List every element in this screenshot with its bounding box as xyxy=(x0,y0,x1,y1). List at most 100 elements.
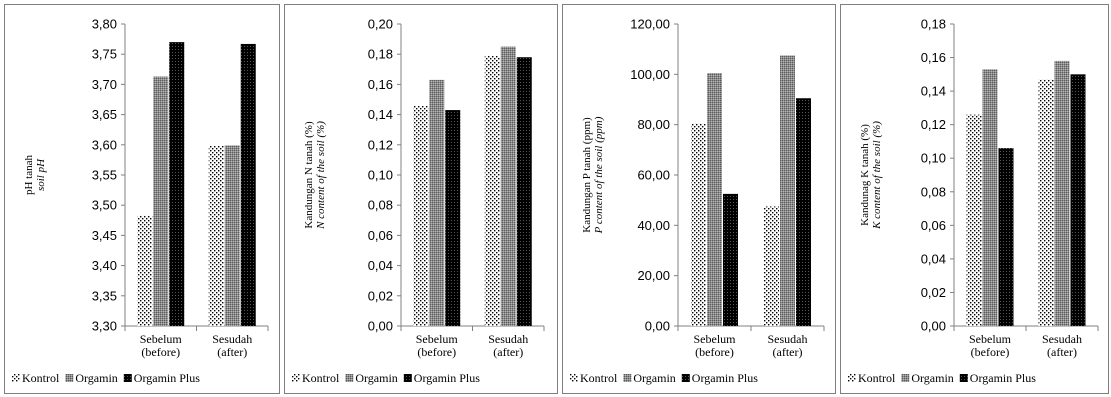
y-tick-label: 40,00 xyxy=(637,218,670,233)
y-tick-label: 3,40 xyxy=(92,258,117,273)
y-tick-label: 0,12 xyxy=(921,117,946,132)
legend-label-kontrol: Kontrol xyxy=(302,371,340,385)
bar-orgamin-plus-2 xyxy=(516,57,532,326)
legend-swatch-orgamin-plus xyxy=(959,374,968,382)
x-category-sublabel: (after) xyxy=(493,345,523,359)
x-category-sublabel: (after) xyxy=(217,345,247,359)
legend-label-kontrol: Kontrol xyxy=(22,371,60,385)
y-tick-label: 3,35 xyxy=(92,288,117,303)
bar-orgamin-plus-2 xyxy=(796,98,811,326)
y-tick-label: 120,00 xyxy=(630,17,670,32)
y-tick-label: 0,18 xyxy=(921,17,946,32)
y-tick-label: 0,20 xyxy=(368,17,393,32)
bar-orgamin-1 xyxy=(429,79,445,327)
bar-orgamin-plus-1 xyxy=(445,110,461,326)
y-tick-label: 3,50 xyxy=(92,198,117,213)
legend-label-orgamin-plus: Orgamin Plus xyxy=(970,371,1036,385)
y-tick-label: 0,12 xyxy=(368,137,393,152)
y-axis-title: Kandungan N tanah (%) xyxy=(303,121,315,229)
x-category-label: Sebelum xyxy=(694,332,737,346)
legend: Kontrol Orgamin Orgamin Plus xyxy=(570,371,758,385)
y-tick-label: 0,04 xyxy=(368,258,393,273)
x-category-sublabel: (before) xyxy=(695,345,734,359)
y-tick-label: 0,10 xyxy=(921,151,946,166)
bar-orgamin-2 xyxy=(780,55,795,326)
y-tick-label: 0,18 xyxy=(368,47,393,62)
x-category-sublabel: (before) xyxy=(141,345,180,359)
y-tick-label: 0,02 xyxy=(368,288,393,303)
legend-swatch-orgamin-plus xyxy=(123,374,132,382)
x-category-sublabel: (after) xyxy=(1047,345,1077,359)
legend-label-kontrol: Kontrol xyxy=(858,371,896,385)
chart-panel-1: 3,30 3,35 3,40 3,45 3,50 3,55 3,60 3,65 3,70 3,75… xyxy=(4,4,280,394)
legend-label-orgamin: Orgamin xyxy=(75,371,117,385)
legend-swatch-kontrol xyxy=(570,374,578,382)
bar-kontrol-1 xyxy=(137,215,153,326)
bar-orgamin-plus-1 xyxy=(169,42,185,327)
legend: Kontrol Orgamin Orgamin Plus xyxy=(292,371,480,385)
y-tick-label: 0,06 xyxy=(368,228,393,243)
y-tick-label: 0,02 xyxy=(921,285,946,300)
x-category-label: Sebelum xyxy=(969,332,1012,346)
chart-panel-3: 0,00 20,00 40,00 60,00 80,00 100,00 120,00 Sebe… xyxy=(562,4,836,394)
y-tick-label: 3,60 xyxy=(92,137,117,152)
legend-label-orgamin-plus: Orgamin Plus xyxy=(134,371,200,385)
bar-kontrol-2 xyxy=(1038,79,1054,326)
y-tick-label: 0,00 xyxy=(921,319,946,334)
legend-swatch-orgamin xyxy=(901,374,910,382)
chart-panel-2: 0,00 0,02 0,04 0,06 0,08 0,10 0,12 0,14 0,16 0,18… xyxy=(284,4,558,394)
bar-orgamin-plus-2 xyxy=(240,43,256,326)
y-tick-label: 3,45 xyxy=(92,228,117,243)
x-category-sublabel: (before) xyxy=(417,345,456,359)
legend-swatch-kontrol xyxy=(848,374,856,382)
y-tick-label: 0,10 xyxy=(368,168,393,183)
y-tick-label: 0,16 xyxy=(921,50,946,65)
y-tick-label: 3,70 xyxy=(92,77,117,92)
y-tick-label: 0,00 xyxy=(368,319,393,334)
bar-orgamin-plus-2 xyxy=(1070,74,1086,326)
legend-label-orgamin-plus: Orgamin Plus xyxy=(414,371,480,385)
bar-orgamin-1 xyxy=(982,69,998,327)
legend-swatch-orgamin xyxy=(623,374,632,382)
x-category-label: Sesudah xyxy=(488,332,528,346)
y-tick-label: 0,08 xyxy=(921,184,946,199)
legend-label-orgamin-plus: Orgamin Plus xyxy=(692,371,758,385)
x-category-sublabel: (before) xyxy=(971,345,1010,359)
legend-label-kontrol: Kontrol xyxy=(580,371,618,385)
y-tick-label: 3,30 xyxy=(92,319,117,334)
bar-orgamin-2 xyxy=(224,145,240,326)
legend: Kontrol Orgamin Orgamin Plus xyxy=(848,371,1036,385)
legend-label-orgamin: Orgamin xyxy=(633,371,675,385)
x-category-label: Sesudah xyxy=(768,332,808,346)
y-tick-label: 0,08 xyxy=(368,198,393,213)
y-tick-label: 3,55 xyxy=(92,168,117,183)
y-axis-subtitle: N content of the soil (%) xyxy=(315,121,327,230)
legend-swatch-orgamin-plus xyxy=(403,374,412,382)
legend: Kontrol Orgamin Orgamin Plus xyxy=(12,371,200,385)
y-tick-label: 0,14 xyxy=(368,107,393,122)
bar-orgamin-plus-1 xyxy=(998,148,1014,326)
y-tick-label: 0,04 xyxy=(921,251,946,266)
y-tick-label: 3,75 xyxy=(92,47,117,62)
y-axis-title: pH tanah xyxy=(23,154,35,195)
x-category-label: Sesudah xyxy=(1042,332,1082,346)
chart-panel-4: 0,00 0,02 0,04 0,06 0,08 0,10 0,12 0,14 0,16 0,18… xyxy=(840,4,1109,394)
legend-swatch-kontrol xyxy=(12,374,20,382)
bar-orgamin-2 xyxy=(500,46,516,327)
legend-label-orgamin: Orgamin xyxy=(911,371,953,385)
y-axis-title: Kandunag K tanah (%) xyxy=(859,124,871,226)
y-tick-label: 0,00 xyxy=(645,319,670,334)
y-tick-label: 100,00 xyxy=(630,67,670,82)
legend-label-orgamin: Orgamin xyxy=(355,371,397,385)
bar-kontrol-1 xyxy=(691,123,706,327)
legend-swatch-orgamin xyxy=(345,374,354,382)
x-category-label: Sesudah xyxy=(212,332,252,346)
y-tick-label: 20,00 xyxy=(637,268,670,283)
y-tick-label: 3,65 xyxy=(92,107,117,122)
x-category-sublabel: (after) xyxy=(773,345,803,359)
legend-swatch-kontrol xyxy=(292,374,300,382)
bar-kontrol-1 xyxy=(966,114,982,326)
bar-orgamin-1 xyxy=(153,76,169,326)
bar-kontrol-2 xyxy=(764,206,779,326)
